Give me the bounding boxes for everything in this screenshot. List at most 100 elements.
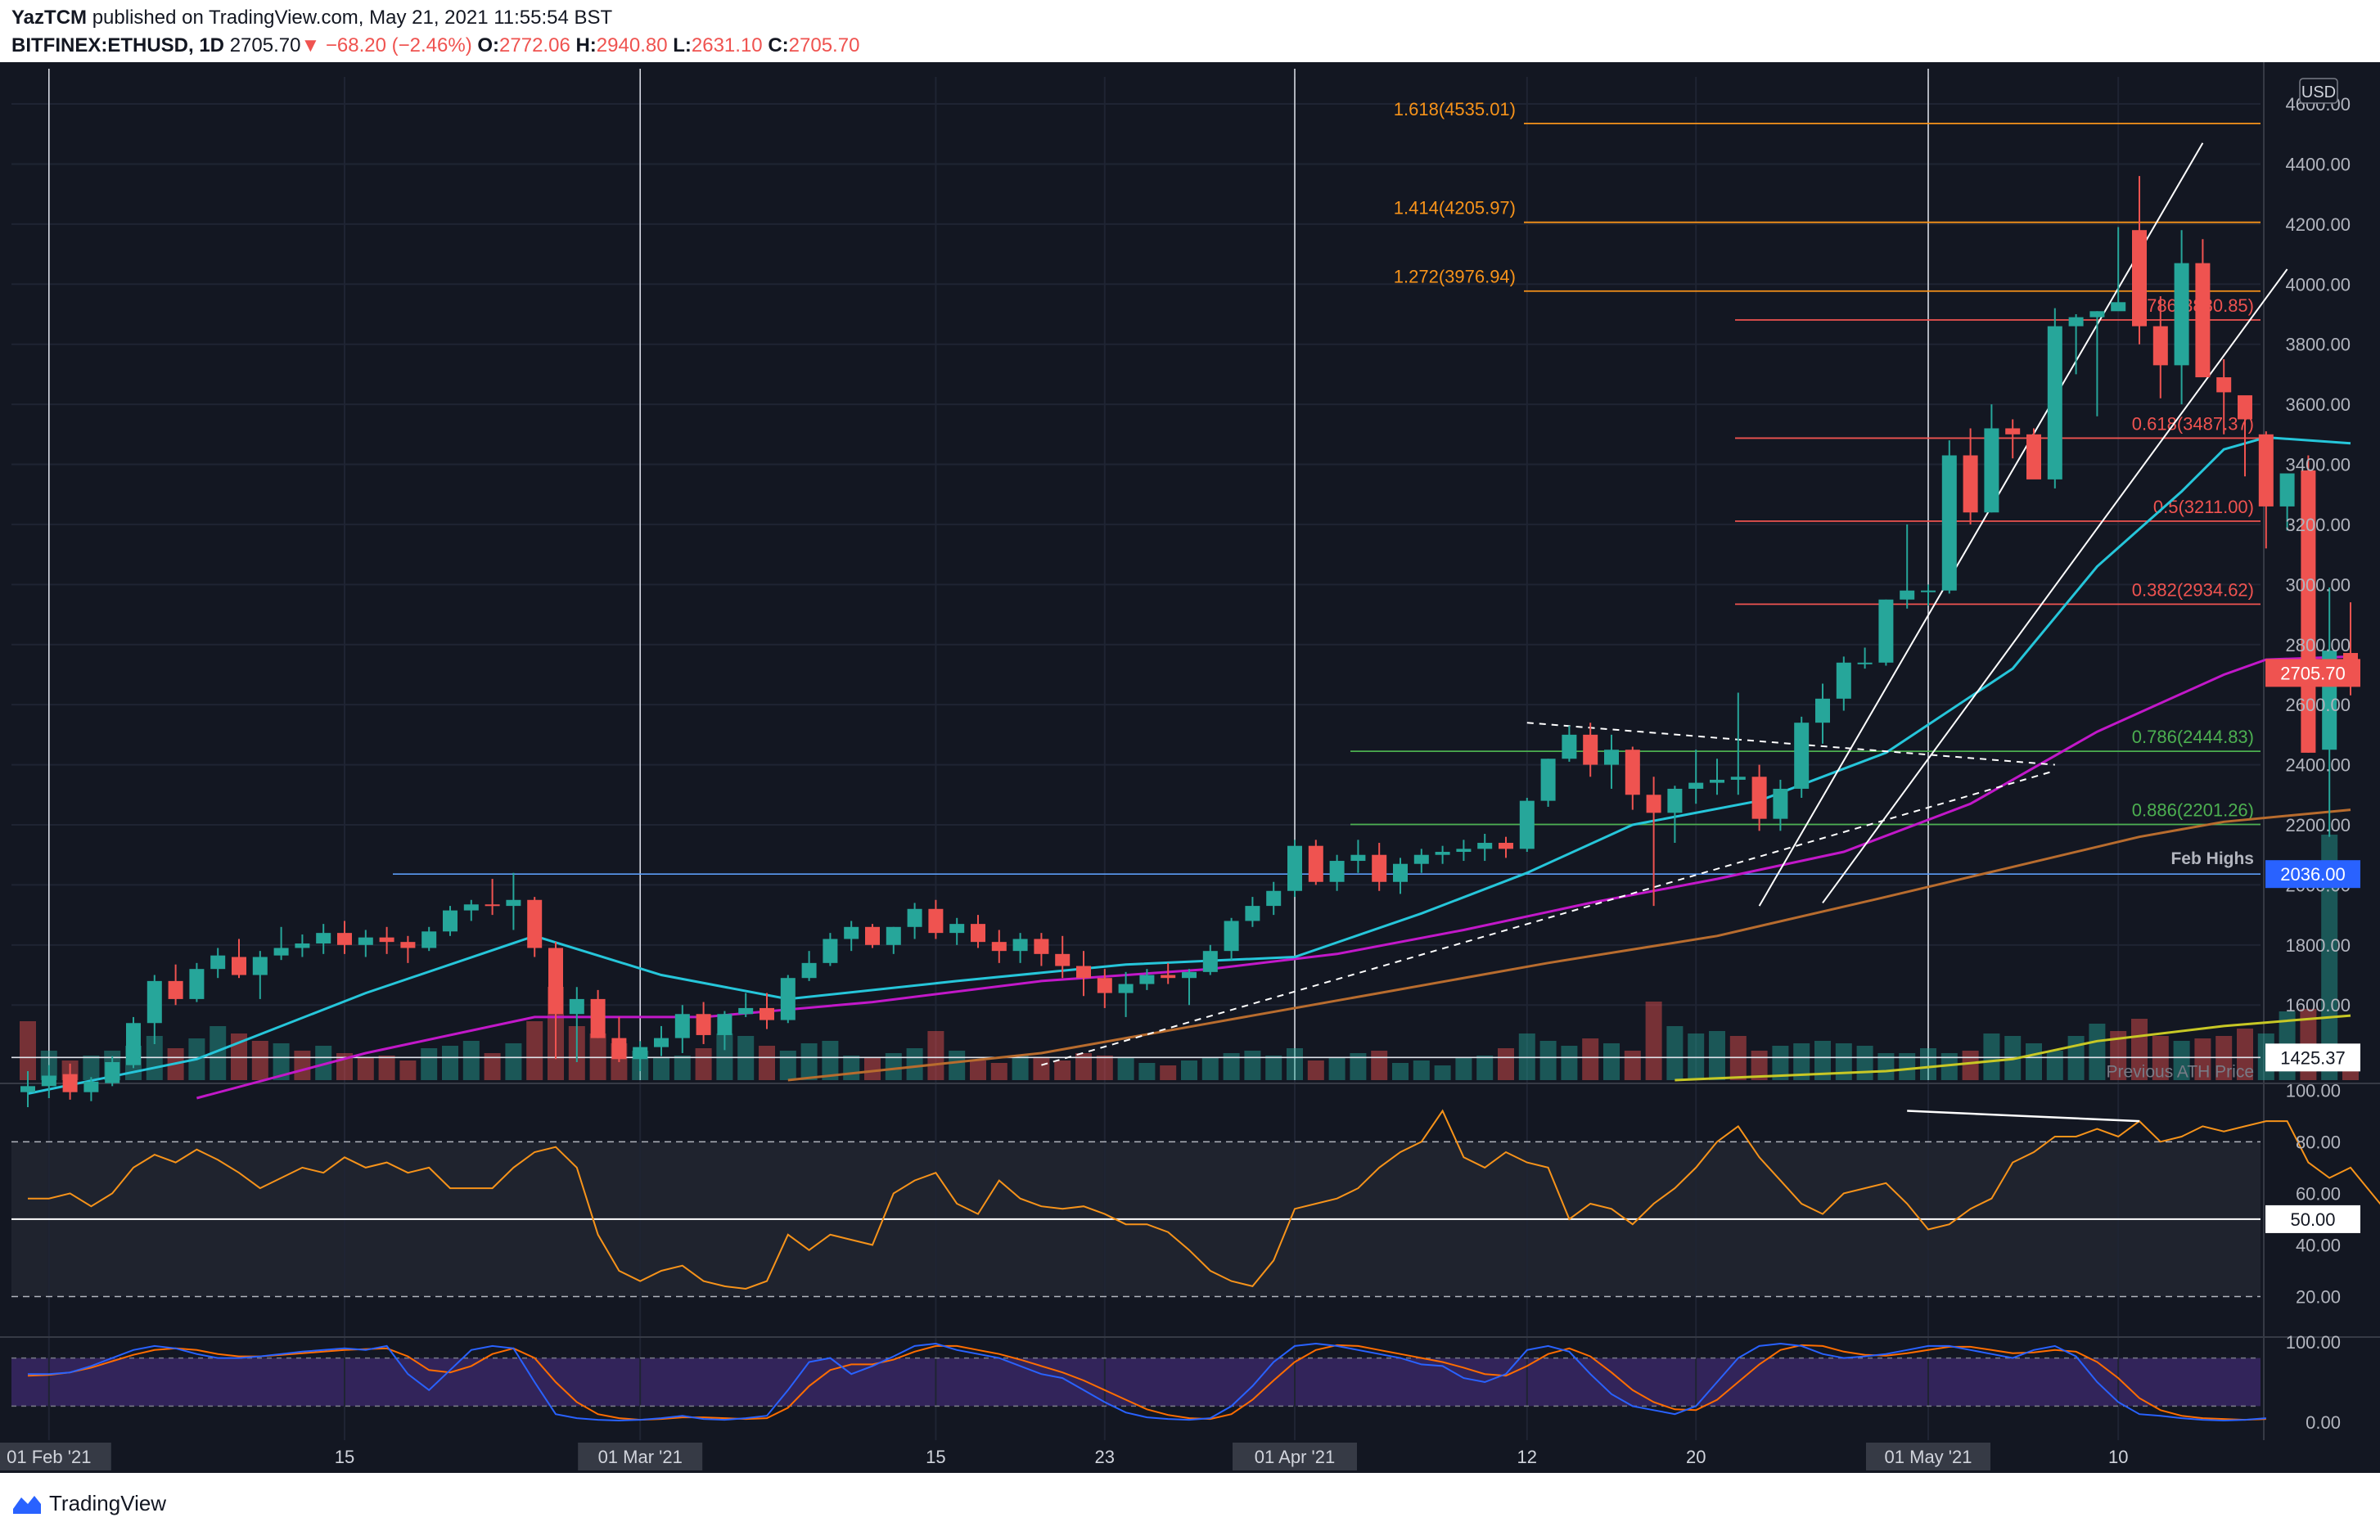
volume-bar (210, 1026, 227, 1080)
volume-bar (1814, 1041, 1831, 1080)
rsi-axis-label: 100.00 (2286, 1080, 2341, 1101)
volume-bar (421, 1048, 438, 1080)
rsi-line (28, 1109, 2380, 1290)
candle-body (232, 957, 246, 975)
price-change: −68.20 (−2.46%) (325, 34, 472, 56)
date-axis-label: 01 Feb '21 (7, 1447, 91, 1467)
candle-body (674, 1014, 690, 1038)
feb-highs-tag-text: 2036.00 (2280, 864, 2346, 885)
price-axis-label: 4400.00 (2285, 154, 2351, 174)
volume-bar (1117, 1058, 1134, 1080)
candle-body (1540, 759, 1556, 801)
candle-body (2238, 395, 2252, 420)
tradingview-brand[interactable]: TradingView (11, 1491, 166, 1516)
date-axis-label: 23 (1095, 1447, 1115, 1467)
candle-body (1076, 966, 1091, 979)
volume-bar (526, 1021, 543, 1080)
volume-bar (2026, 1043, 2042, 1080)
last-price-tag: 2705.70 (2265, 659, 2360, 687)
candle-body (1625, 750, 1640, 795)
price-axis-label: 4200.00 (2285, 214, 2351, 235)
rsi-axis-label: 40.00 (2296, 1235, 2341, 1255)
currency-badge-box (2299, 78, 2338, 104)
candle-body (1604, 750, 1619, 765)
close-label: C: (768, 34, 789, 56)
rsi-midline-tag-box (2265, 1205, 2360, 1233)
volume-bar (1920, 1048, 1936, 1080)
volume-bar (1518, 1033, 1535, 1080)
candle-body (1857, 662, 1873, 664)
publish-info: YazTCM published on TradingView.com, May… (11, 7, 612, 29)
candle-body (105, 1061, 120, 1083)
rsi-axis-label: 20.00 (2296, 1286, 2341, 1307)
candle-body (780, 978, 796, 1020)
volume-bar (2237, 1029, 2253, 1080)
candle-body (654, 1038, 669, 1047)
price-axis-label: 3600.00 (2285, 394, 2351, 415)
volume-bar (970, 1060, 986, 1080)
candle-body (760, 1007, 774, 1020)
stoch-rsi-pane (11, 1342, 2266, 1422)
low-label: L: (673, 34, 692, 56)
volume-bar (1138, 1063, 1156, 1080)
candle-body (421, 931, 437, 948)
volume-bar (589, 1033, 606, 1080)
candle-body (1499, 843, 1513, 849)
ema100-line (787, 808, 2351, 1082)
candle-body (1182, 971, 1197, 979)
candle-body (1519, 800, 1535, 849)
volume-bar (759, 1046, 775, 1080)
candle-body (506, 899, 521, 907)
horizontal-level-label: Previous ATH Price (2107, 1062, 2255, 1081)
publisher-name[interactable]: YazTCM (11, 7, 88, 29)
candle-body (717, 1014, 732, 1035)
price-axis-label: 3400.00 (2285, 455, 2351, 475)
date-axis-label: 01 Apr '21 (1255, 1447, 1335, 1467)
volume-bar (1498, 1048, 1514, 1080)
volume-bar (1645, 1002, 1662, 1080)
candle-body (1836, 662, 1851, 699)
date-axis-label: 15 (926, 1447, 945, 1467)
candle-body (1456, 849, 1472, 853)
candle-body (41, 1075, 56, 1087)
volume-bar (716, 1033, 733, 1080)
horizontal-level-label: Feb Highs (2170, 849, 2254, 868)
volume-bar (674, 1056, 691, 1080)
volume-bar (927, 1031, 944, 1080)
fib-level-label: 1.414(4205.97) (1394, 198, 1516, 218)
volume-bar (843, 1056, 860, 1080)
candle-body (2047, 326, 2062, 480)
symbol-info: BITFINEX:ETHUSD, 1D 2705.70▼ −68.20 (−2.… (11, 34, 859, 57)
candle-body (1921, 590, 1936, 592)
candle-body (316, 933, 331, 943)
price-chart[interactable]: 1.618(4535.01) 1.414(4205.97) 1.272(3976.9… (0, 62, 2380, 1473)
volume-bar (2342, 1070, 2359, 1080)
candle-body (527, 899, 543, 948)
volume-bar (1772, 1046, 1789, 1080)
candles (20, 176, 2358, 1108)
fib-level-label: 0.5(3211.00) (2153, 497, 2254, 517)
candle-body (189, 969, 205, 999)
volume-bar (1603, 1043, 1620, 1080)
candle-body (1245, 906, 1260, 921)
date-axis-box (578, 1443, 703, 1470)
previous-ath-tag-text: 1425.37 (2280, 1047, 2346, 1068)
change-arrow-icon: ▼ (300, 34, 321, 56)
volume-bar (653, 1058, 669, 1080)
volume-bar (20, 1021, 36, 1080)
candle-body (1413, 854, 1429, 864)
volume-bar (1244, 1051, 1261, 1080)
candle-body (1350, 854, 1366, 862)
date-axis-box (1233, 1443, 1357, 1470)
candle-body (62, 1074, 78, 1092)
volume-bar (1561, 1046, 1578, 1080)
candle-body (463, 904, 479, 911)
candle-body (590, 998, 606, 1038)
candle-body (2216, 377, 2232, 393)
tradingview-logo-icon (13, 1495, 41, 1514)
rsi-divergence-line (1907, 1110, 2140, 1123)
volume-bar (1075, 1053, 1092, 1080)
candle-body (443, 910, 458, 932)
candle-body (1583, 734, 1598, 765)
volume-bar (1287, 1048, 1303, 1080)
